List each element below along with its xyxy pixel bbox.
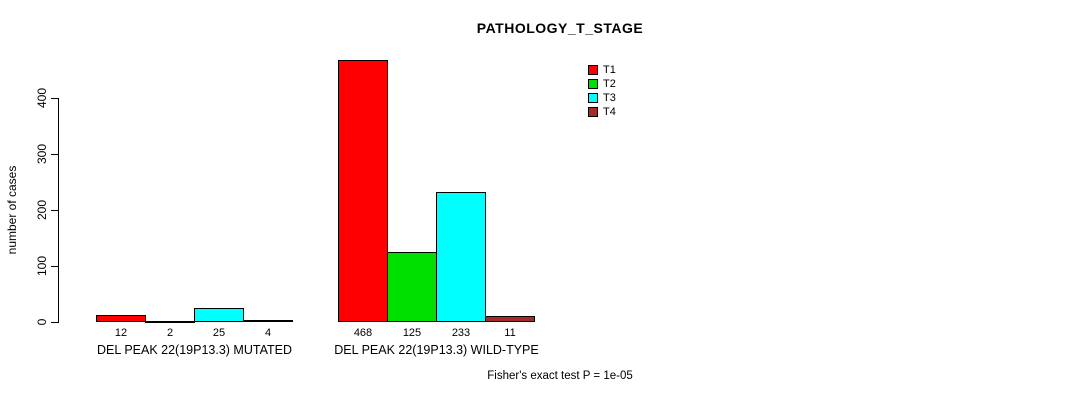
- bar-value-label: 233: [451, 327, 471, 339]
- bar-t3-group1: [194, 308, 244, 322]
- y-axis-tick: [51, 210, 59, 211]
- legend: T1 T2 T3 T4: [588, 63, 616, 119]
- y-tick-label: 300: [35, 143, 49, 165]
- y-axis-tick: [51, 266, 59, 267]
- category-label: DEL PEAK 22(19P13.3) WILD-TYPE: [334, 343, 539, 357]
- y-tick-label: 400: [35, 87, 49, 109]
- bar-value-label: 4: [264, 327, 272, 339]
- bar-t2-group1: [145, 321, 195, 323]
- bar-t3-group2: [436, 192, 486, 322]
- legend-label: T1: [603, 64, 616, 76]
- legend-swatch-t3: [588, 93, 598, 103]
- legend-swatch-t4: [588, 107, 598, 117]
- legend-label: T4: [603, 106, 616, 118]
- bar-value-label: 468: [353, 327, 373, 339]
- legend-swatch-t1: [588, 65, 598, 75]
- y-tick-label: 0: [35, 318, 49, 326]
- bar-t4-group2: [485, 316, 535, 322]
- legend-item-t3: T3: [588, 91, 616, 105]
- legend-item-t1: T1: [588, 63, 616, 77]
- chart-title: PATHOLOGY_T_STAGE: [476, 20, 644, 36]
- bar-t1-group2: [338, 60, 388, 322]
- y-axis-title: number of cases: [5, 165, 19, 255]
- bar-value-label: 11: [504, 327, 516, 339]
- bar-value-label: 2: [166, 327, 174, 339]
- legend-swatch-t2: [588, 79, 598, 89]
- bar-value-label: 25: [212, 327, 226, 339]
- bar-value-label: 12: [114, 327, 128, 339]
- y-axis-tick: [51, 322, 59, 323]
- bar-value-label: 125: [402, 327, 422, 339]
- y-tick-label: 200: [35, 199, 49, 221]
- category-label: DEL PEAK 22(19P13.3) MUTATED: [97, 343, 292, 357]
- bar-t1-group1: [96, 315, 146, 322]
- y-axis-tick: [51, 154, 59, 155]
- stat-test-annotation: Fisher's exact test P = 1e-05: [487, 370, 633, 382]
- y-tick-label: 100: [35, 255, 49, 277]
- legend-item-t2: T2: [588, 77, 616, 91]
- legend-item-t4: T4: [588, 105, 616, 119]
- y-axis-tick: [51, 98, 59, 99]
- legend-label: T3: [603, 92, 616, 104]
- legend-label: T2: [603, 78, 616, 90]
- bar-t4-group1: [243, 320, 293, 322]
- bar-t2-group2: [387, 252, 437, 322]
